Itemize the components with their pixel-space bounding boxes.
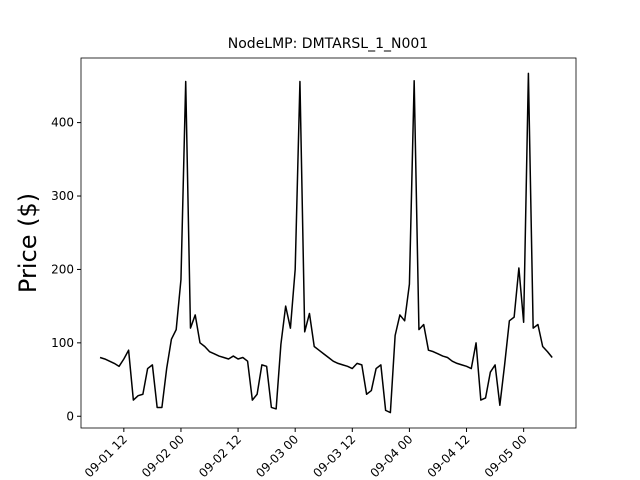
x-tick-label: 09-02 00 <box>139 432 187 480</box>
y-tick-label: 100 <box>51 336 74 350</box>
x-tick-label: 09-04 12 <box>425 432 473 480</box>
x-tick-label: 09-04 00 <box>367 432 415 480</box>
line-series <box>99 72 553 414</box>
y-tick-label: 0 <box>66 409 74 423</box>
x-tick-label: 09-01 12 <box>82 432 130 480</box>
y-tick-label: 400 <box>51 116 74 130</box>
x-tick-label: 09-02 12 <box>196 432 244 480</box>
y-tick-label: 200 <box>51 262 74 276</box>
x-tick-label: 09-03 12 <box>310 432 358 480</box>
x-tick-label: 09-05 00 <box>482 432 530 480</box>
x-tick-label: 09-03 00 <box>253 432 301 480</box>
y-axis-label: Price ($) <box>14 193 42 293</box>
y-tick-label: 300 <box>51 189 74 203</box>
plot-frame <box>80 57 577 429</box>
chart-title: NodeLMP: DMTARSL_1_N001 <box>228 36 428 52</box>
